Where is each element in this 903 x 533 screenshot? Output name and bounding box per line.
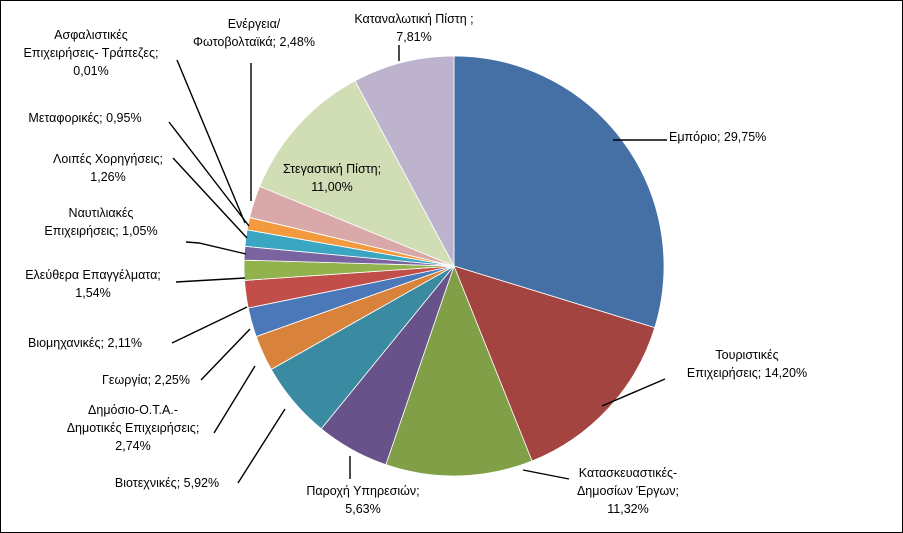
slice-label-line: 7,81% bbox=[396, 30, 431, 44]
pie-slice-1 bbox=[453, 55, 665, 329]
leader-line-10 bbox=[185, 241, 247, 255]
slice-label-3: Κατασκευαστικές- Δημοσίων Έργων; 11,32% bbox=[577, 466, 679, 516]
leader-line-6 bbox=[213, 365, 256, 434]
slice-label-5: Βιοτεχνικές; 5,92% bbox=[115, 476, 219, 490]
slice-label-10: Ναυτιλιακές Επιχειρήσεις; 1,05% bbox=[44, 206, 157, 238]
slice-label-12: Μεταφορικές; 0,95% bbox=[28, 111, 141, 125]
slice-label-line: Δημοτικές Επιχειρήσεις; bbox=[67, 421, 200, 435]
slice-label-line: Μεταφορικές; 0,95% bbox=[28, 111, 141, 125]
leader-line-2 bbox=[601, 378, 666, 407]
pie-slice-3 bbox=[385, 264, 533, 477]
leader-line-11 bbox=[172, 157, 248, 239]
slice-label-line: Δημοσίων Έργων; bbox=[577, 484, 679, 498]
leader-line-5 bbox=[237, 408, 286, 484]
slice-label-line: 11,00% bbox=[311, 180, 352, 194]
slice-label-14: Ενέργεια/Φωτοβολταϊκά; 2,48% bbox=[193, 17, 315, 49]
slice-label-line: Εμπόριο; 29,75% bbox=[669, 130, 766, 144]
slice-label-line: Παροχή Υπηρεσιών; bbox=[306, 484, 419, 498]
pie-slices bbox=[243, 55, 665, 477]
slice-label-line: Κατασκευαστικές- bbox=[579, 466, 677, 480]
slice-label-line: Γεωργία; 2,25% bbox=[102, 373, 190, 387]
slice-label-7: Γεωργία; 2,25% bbox=[102, 373, 190, 387]
slice-label-line: Φωτοβολταϊκά; 2,48% bbox=[193, 35, 315, 49]
leader-line-12 bbox=[168, 121, 250, 227]
slice-label-line: 5,63% bbox=[345, 502, 380, 516]
slice-label-1: Εμπόριο; 29,75% bbox=[669, 130, 766, 144]
slice-label-line: Επιχειρήσεις; 1,05% bbox=[44, 224, 157, 238]
slice-label-line: Επιχειρήσεις- Τράπεζες; bbox=[24, 46, 159, 60]
leader-line-3 bbox=[522, 469, 570, 480]
leader-line-13 bbox=[176, 59, 246, 224]
slice-labels: Εμπόριο; 29,75% Τουριστικές Επιχειρήσεις; … bbox=[24, 12, 808, 516]
slice-label-line: Τουριστικές bbox=[715, 348, 778, 362]
slice-label-line: Ναυτιλιακές bbox=[69, 206, 134, 220]
slice-label-line: Λοιπές Χορηγήσεις; bbox=[53, 152, 163, 166]
leader-lines bbox=[168, 45, 667, 484]
slice-label-line: Δημόσιο-Ο.Τ.Α.- bbox=[88, 403, 178, 417]
slice-label-line: Ενέργεια/ bbox=[228, 17, 281, 31]
slice-label-line: Ασφαλιστικές bbox=[54, 28, 128, 42]
slice-label-line: Επιχειρήσεις; 14,20% bbox=[687, 366, 807, 380]
pie-slice-2 bbox=[453, 265, 656, 462]
slice-label-13: Ασφαλιστικές Επιχειρήσεις- Τράπεζες; 0,01% bbox=[24, 28, 159, 78]
slice-label-4: Παροχή Υπηρεσιών; 5,63% bbox=[306, 484, 419, 516]
slice-label-line: 0,01% bbox=[73, 64, 108, 78]
slice-label-line: Καταναλωτική Πίστη ; bbox=[354, 12, 473, 26]
slice-label-line: 2,74% bbox=[115, 439, 150, 453]
slice-label-line: Στεγαστική Πίστη; bbox=[283, 162, 381, 176]
pie-slice-15 bbox=[259, 80, 455, 267]
leader-line-9 bbox=[175, 277, 246, 283]
slice-label-line: 1,54% bbox=[75, 286, 110, 300]
leader-line-7 bbox=[200, 328, 251, 381]
slice-label-line: Βιομηχανικές; 2,11% bbox=[28, 336, 142, 350]
slice-label-line: Βιοτεχνικές; 5,92% bbox=[115, 476, 219, 490]
leader-line-8 bbox=[171, 306, 248, 344]
slice-label-6: Δημόσιο-Ο.Τ.Α.- Δημοτικές Επιχειρήσεις; 2,… bbox=[67, 403, 200, 453]
slice-label-line: Ελεύθερα Επαγγέλματα; bbox=[25, 268, 161, 282]
slice-label-8: Βιομηχανικές; 2,11% bbox=[28, 336, 142, 350]
slice-label-9: Ελεύθερα Επαγγέλματα; 1,54% bbox=[25, 268, 161, 300]
slice-label-2: Τουριστικές Επιχειρήσεις; 14,20% bbox=[687, 348, 807, 380]
slice-label-line: 1,26% bbox=[90, 170, 125, 184]
slice-label-11: Λοιπές Χορηγήσεις; 1,26% bbox=[53, 152, 163, 184]
slice-label-line: 11,32% bbox=[607, 502, 648, 516]
slice-label-15: Στεγαστική Πίστη; 11,00% bbox=[283, 162, 381, 194]
pie-slice-16 bbox=[354, 55, 455, 267]
slice-label-16: Καταναλωτική Πίστη ; 7,81% bbox=[354, 12, 473, 44]
